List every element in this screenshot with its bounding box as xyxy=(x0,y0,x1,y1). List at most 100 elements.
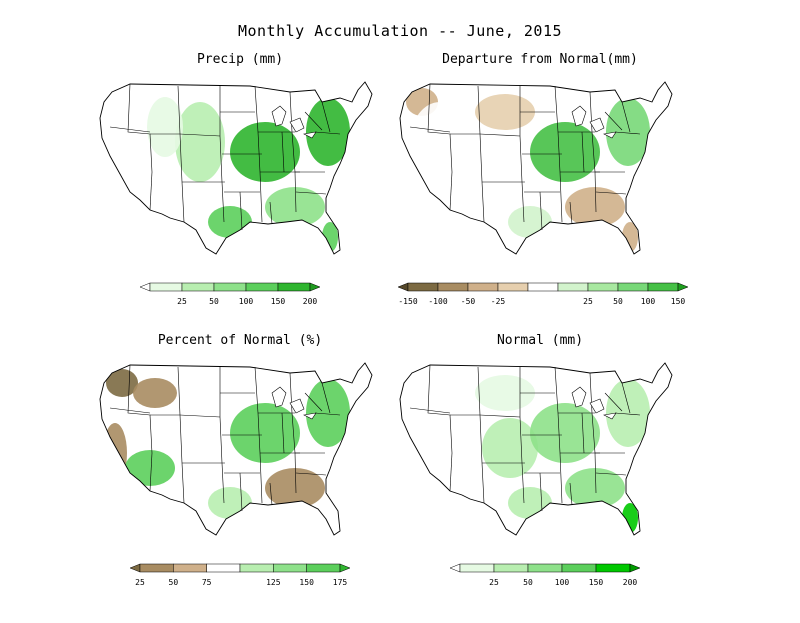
colorbar-box xyxy=(181,282,215,292)
colorbar-tick-label: 150 xyxy=(588,578,604,587)
colorbar-box xyxy=(459,563,495,573)
region-west xyxy=(410,102,470,182)
colorbar-tick-label: 150 xyxy=(299,578,314,587)
colorbar-tick-label: 50 xyxy=(523,578,533,587)
region-california xyxy=(103,423,127,483)
region-northeast xyxy=(606,379,650,447)
region-midwest xyxy=(530,122,600,182)
colorbar-box xyxy=(245,282,279,292)
colorbar-box xyxy=(139,563,174,573)
colorbar-box xyxy=(587,282,619,292)
region-rockies xyxy=(147,97,183,157)
colorbar-tick-label: 125 xyxy=(266,578,281,587)
colorbar-box xyxy=(213,282,247,292)
colorbar-tick-label: 50 xyxy=(168,578,179,587)
colorbar-tick-label: 25 xyxy=(177,297,187,306)
state-boundaries xyxy=(409,364,641,512)
region-great-plains xyxy=(175,102,225,182)
colorbar-box xyxy=(407,282,439,292)
great-lakes xyxy=(571,386,617,420)
colorbar-arrow-left xyxy=(139,282,151,292)
region-southeast xyxy=(565,187,625,227)
colorbar-box xyxy=(527,563,563,573)
region-northeast xyxy=(306,379,350,447)
region-northern-rockies xyxy=(133,378,177,408)
colorbar-labels-normal: 25 50 100 150 200 xyxy=(450,578,750,590)
colorbar-tick-label: -100 xyxy=(428,297,448,306)
colorbar-tick-label: 25 xyxy=(489,578,499,587)
panel-title: Precip (mm) xyxy=(196,52,284,67)
region-northeast xyxy=(606,98,650,166)
colorbar-percent xyxy=(129,563,351,573)
colorbar-tick-label: 150 xyxy=(670,297,686,306)
colorbar-arrow-left xyxy=(449,563,461,573)
colorbar-tick-label: 175 xyxy=(332,578,348,587)
colorbar-box xyxy=(493,563,529,573)
colorbar-tick-label: 150 xyxy=(270,297,286,306)
state-boundaries xyxy=(109,364,341,512)
colorbar-box xyxy=(557,282,589,292)
panel-title: Departure from Normal(mm) xyxy=(442,52,638,67)
colorbar-labels-precip: 25 50 100 150 200 xyxy=(140,297,440,309)
colorbar-box xyxy=(173,563,207,573)
region-texas-gulf xyxy=(208,487,252,519)
colorbar-arrow-right xyxy=(339,563,351,573)
colorbar-arrow-left xyxy=(129,563,141,573)
us-map-precip xyxy=(99,81,373,255)
panel-precip: Precip (mm) xyxy=(90,52,390,342)
colorbar-tick-label: -150 xyxy=(398,297,418,306)
colorbar-box xyxy=(437,282,469,292)
colorbar-box xyxy=(647,282,679,292)
region-midwest xyxy=(230,122,300,182)
colorbar-normal xyxy=(449,563,641,573)
colorbar-tick-label: -50 xyxy=(460,297,476,306)
region-texas-gulf xyxy=(208,206,252,238)
colorbar-tick-label: 100 xyxy=(238,297,254,306)
colorbar-labels-departure: -150 -100 -50 -25 25 50 100 150 xyxy=(398,297,698,309)
region-northeast xyxy=(306,98,350,166)
region-southwest xyxy=(125,450,175,486)
state-boundaries xyxy=(109,83,341,231)
us-outline xyxy=(99,81,373,255)
region-pacific-nw xyxy=(106,369,138,397)
colorbar-tick-label: -25 xyxy=(490,297,506,306)
colorbar-box xyxy=(467,282,499,292)
colorbar-tick-label: 50 xyxy=(613,297,623,306)
colorbar-box xyxy=(561,563,597,573)
state-boundaries xyxy=(409,83,641,231)
colorbar-box xyxy=(149,282,183,292)
colorbar-tick-label: 100 xyxy=(554,578,570,587)
region-west xyxy=(410,383,470,463)
colorbar-box xyxy=(497,282,529,292)
map-fill-layer xyxy=(100,82,372,254)
colorbar-tick-label: 75 xyxy=(201,578,212,587)
colorbar-box xyxy=(595,563,631,573)
great-lakes xyxy=(271,105,317,139)
us-outline xyxy=(399,362,673,536)
region-southeast xyxy=(265,468,325,508)
colorbar-arrow-right xyxy=(309,282,321,292)
colorbar-box xyxy=(617,282,649,292)
colorbar-box xyxy=(273,563,307,573)
colorbar-box xyxy=(306,563,341,573)
region-texas-gulf xyxy=(508,487,552,519)
colorbar-tick-label: 25 xyxy=(135,578,145,587)
panel-title: Percent of Normal (%) xyxy=(157,333,323,348)
region-southeast xyxy=(265,187,325,227)
region-midwest xyxy=(230,403,300,463)
colorbar-labels-percent: 25 50 75 125 150 175 xyxy=(130,578,430,590)
panel-title: Normal (mm) xyxy=(496,333,584,348)
map-fill-layer xyxy=(400,82,672,254)
colorbar-arrow-right xyxy=(629,563,641,573)
colorbar-tick-label: 200 xyxy=(302,297,318,306)
panel-departure: Departure from Normal(mm) xyxy=(390,52,690,342)
colorbar-arrow-right xyxy=(677,282,689,292)
region-midwest xyxy=(530,403,600,463)
colorbar-tick-label: 50 xyxy=(209,297,219,306)
map-fill-layer xyxy=(400,363,672,535)
colorbar-box xyxy=(239,563,274,573)
colorbar-box xyxy=(206,563,241,573)
great-lakes xyxy=(271,386,317,420)
us-outline xyxy=(399,81,673,255)
map-fill-layer xyxy=(100,363,372,535)
